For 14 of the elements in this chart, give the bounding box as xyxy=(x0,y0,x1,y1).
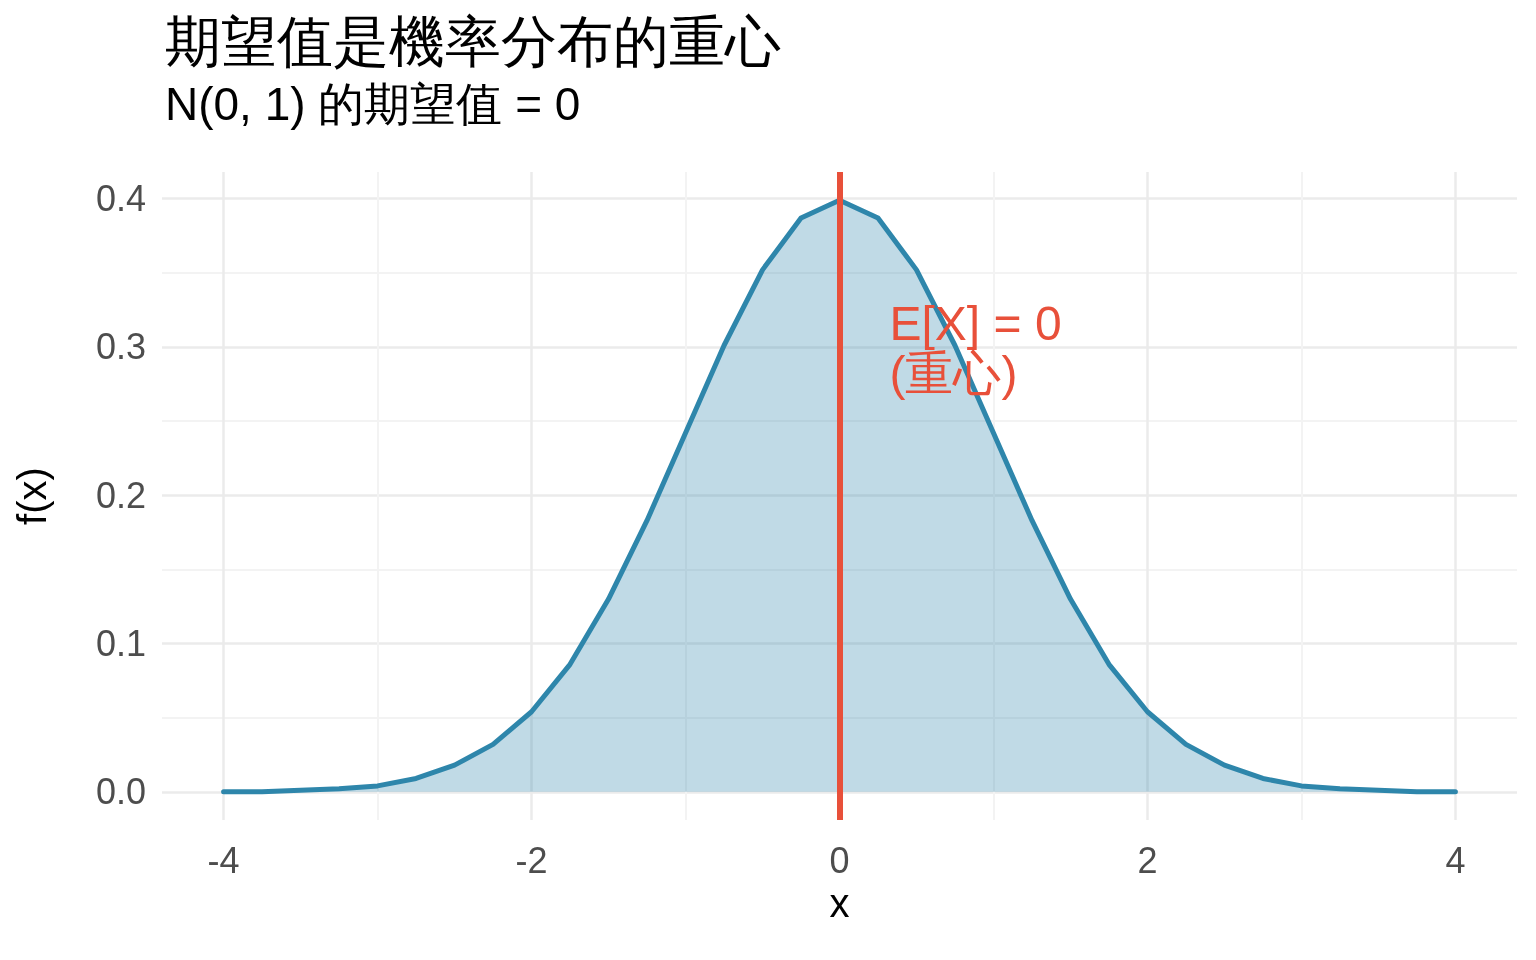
y-tick-label: 0.0 xyxy=(95,771,146,813)
chart-subtitle: N(0, 1) 的期望值 = 0 xyxy=(165,78,581,130)
chart-title: 期望值是機率分布的重心 xyxy=(165,9,781,73)
x-tick-label: 2 xyxy=(1137,839,1158,881)
x-tick-label: -2 xyxy=(515,839,548,881)
x-tick-label: -4 xyxy=(207,839,240,881)
y-tick-label: 0.2 xyxy=(95,474,146,516)
x-axis-title: x xyxy=(829,880,850,925)
y-tick-label: 0.1 xyxy=(95,623,146,665)
y-axis-title: f(x) xyxy=(10,467,54,525)
x-tick-label: 4 xyxy=(1445,839,1466,881)
y-tick-label: 0.4 xyxy=(95,178,146,220)
y-tick-label: 0.3 xyxy=(95,326,146,368)
x-tick-label: 0 xyxy=(829,839,850,881)
